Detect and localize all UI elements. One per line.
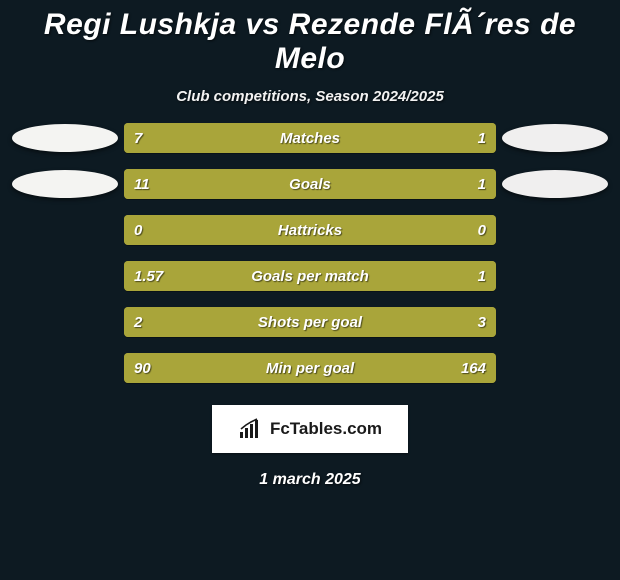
right-avatar-slot [496,170,614,198]
left-avatar-slot [6,124,124,152]
stat-bar: 90 164 Min per goal [124,353,496,383]
player-left-avatar [12,170,118,198]
stat-label: Shots per goal [258,307,362,337]
source-logo-text: FcTables.com [270,419,382,439]
player-right-avatar [502,170,608,198]
stat-value-right: 3 [468,307,496,337]
left-avatar-slot [6,170,124,198]
date-text: 1 march 2025 [0,453,620,489]
stat-value-right: 164 [451,353,496,383]
stat-value-right: 0 [468,215,496,245]
stat-value-right: 1 [468,261,496,291]
stat-value-left: 11 [124,169,160,199]
stat-bar: 1.57 1 Goals per match [124,261,496,291]
stat-label: Min per goal [266,353,354,383]
player-right-avatar [502,124,608,152]
source-logo: FcTables.com [212,405,408,453]
stat-value-left: 0 [124,215,152,245]
stat-row: 2 3 Shots per goal [6,307,614,337]
stat-row: 90 164 Min per goal [6,353,614,383]
stat-value-right: 1 [468,123,496,153]
stat-row: 111Goals [6,169,614,199]
stat-bar: 7 1 Matches [124,123,496,153]
player-left-avatar [12,124,118,152]
stat-rows: 71Matches111Goals00Hattricks1.571Goals p… [0,123,620,383]
stat-value-left: 1.57 [124,261,173,291]
stat-label: Hattricks [278,215,342,245]
stat-label: Matches [280,123,340,153]
subtitle: Club competitions, Season 2024/2025 [0,78,620,123]
comparison-card: Regi Lushkja vs Rezende FlÃ´res de Melo … [0,0,620,489]
stat-label: Goals per match [251,261,369,291]
page-title: Regi Lushkja vs Rezende FlÃ´res de Melo [0,0,620,78]
stat-label: Goals [289,169,331,199]
fctables-icon [238,418,264,440]
stat-value-left: 2 [124,307,152,337]
stat-row: 1.57 1 Goals per match [6,261,614,291]
stat-bar: 2 3 Shots per goal [124,307,496,337]
stat-bar: 111Goals [124,169,496,199]
stat-bar: 0 0 Hattricks [124,215,496,245]
stat-row: 0 0 Hattricks [6,215,614,245]
stat-value-right: 1 [468,169,496,199]
stat-row: 7 1 Matches [6,123,614,153]
stat-value-left: 7 [124,123,152,153]
stat-value-left: 90 [124,353,161,383]
right-avatar-slot [496,124,614,152]
